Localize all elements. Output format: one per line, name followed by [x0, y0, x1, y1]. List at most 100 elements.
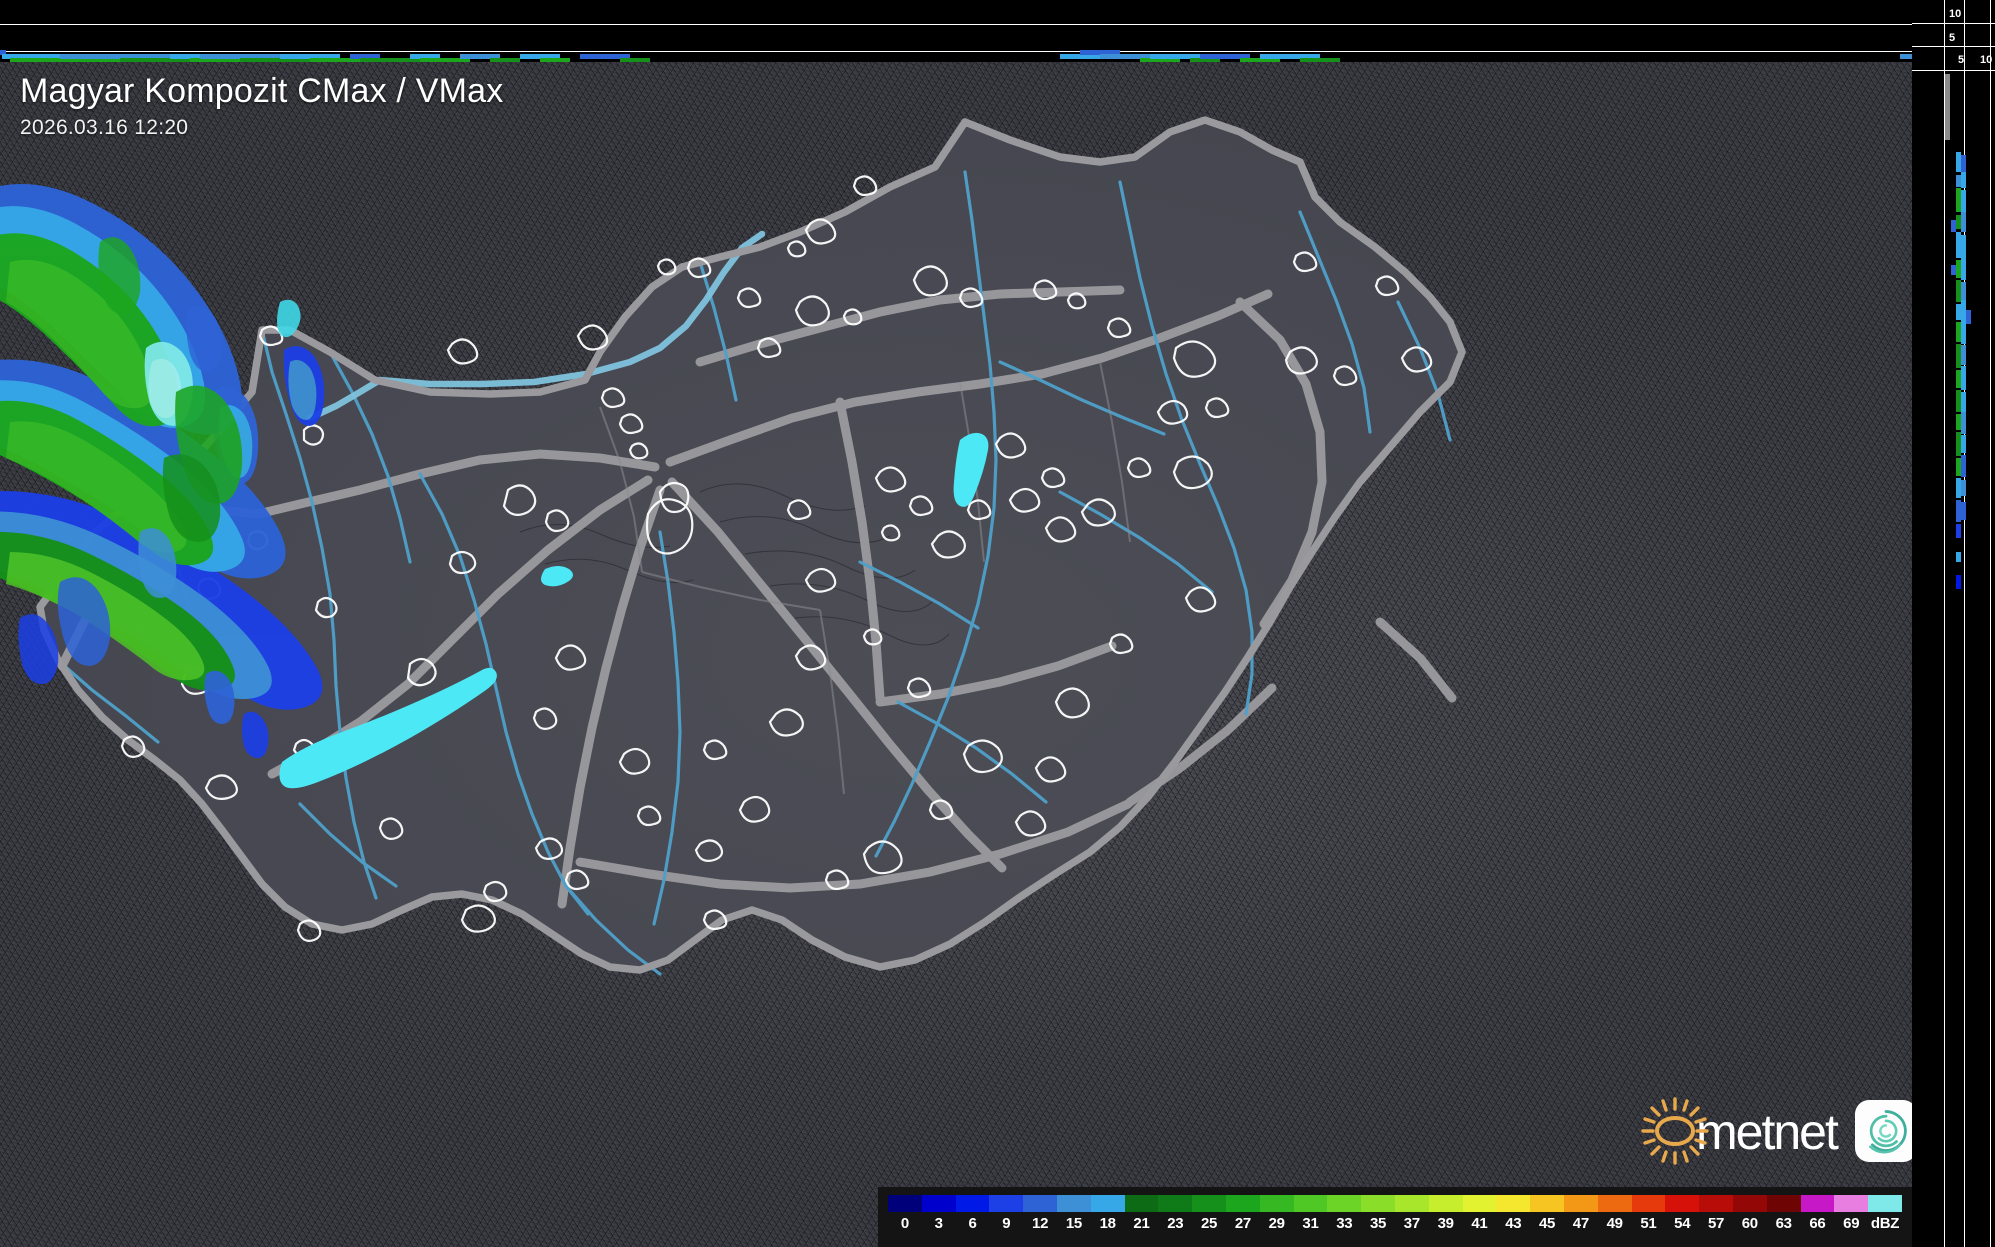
cross-section-echo-pixel: [360, 58, 420, 62]
vmax-echo-pixel: [1961, 300, 1966, 326]
lakes-layer: [277, 299, 989, 789]
legend-tick-18: 18: [1099, 1215, 1116, 1232]
cross-section-echo-pixel: [190, 58, 250, 62]
legend-tick-33: 33: [1336, 1215, 1353, 1232]
cross-section-gridline: [0, 51, 1995, 52]
vmax-echo-pixel: [1956, 575, 1961, 589]
legend-swatch-51: [1631, 1195, 1666, 1212]
legend-swatch-18: [1090, 1195, 1125, 1212]
legend-swatch-31: [1293, 1195, 1328, 1212]
vmax-echo-pixel: [1961, 235, 1966, 259]
vmax-echo-pixel: [1961, 345, 1966, 365]
vmax-vertical-cross-section-panel[interactable]: 10 5 5 10: [1912, 0, 1995, 1247]
cross-section-echo-pixel: [1260, 54, 1320, 59]
cross-section-gridline: [1990, 0, 1991, 1247]
cross-section-echo-pixel: [280, 54, 340, 59]
legend-tick-dBZ: dBZ: [1870, 1215, 1900, 1232]
timestamp-label: 2026.03.16 12:20: [20, 116, 189, 140]
legend-swatch-25: [1192, 1195, 1226, 1212]
vmax-echo-pixel: [1961, 212, 1966, 232]
legend-tick-57: 57: [1707, 1215, 1725, 1232]
vmax-echo-pixel: [1961, 258, 1966, 280]
page-title: Magyar Kompozit CMax / VMax: [20, 72, 504, 110]
cmax-horizontal-cross-section-panel[interactable]: [0, 0, 1995, 62]
cross-section-echo-pixel: [1300, 58, 1340, 62]
legend-tick-47: 47: [1572, 1215, 1589, 1232]
vmax-echo-pixel: [1956, 390, 1961, 412]
vmax-echo-pixel: [1961, 326, 1966, 344]
vmax-echo-pixel: [1956, 175, 1961, 187]
cross-section-echo-pixel: [2, 54, 62, 59]
legend-tick-45: 45: [1538, 1215, 1556, 1232]
vmax-echo-pixel: [1956, 370, 1961, 388]
legend-swatch-3: [921, 1195, 956, 1212]
cross-section-echo-pixel: [1190, 58, 1220, 62]
legend-swatch-33: [1327, 1195, 1362, 1212]
vmax-echo-pixel: [1956, 152, 1961, 172]
cross-section-echo-pixel: [490, 58, 520, 62]
vmax-echo-pixel: [1961, 282, 1966, 300]
cross-section-echo-pixel: [1060, 54, 1130, 59]
vmax-echo-pixel: [1956, 322, 1961, 342]
vmax-echo-pixel: [1956, 552, 1961, 562]
panel-scrollbar-thumb[interactable]: [1945, 74, 1950, 140]
legend-tick-31: 31: [1302, 1215, 1319, 1232]
vmax-axis-label-v-10: 10: [1949, 8, 1962, 20]
legend-swatch-41: [1462, 1195, 1497, 1212]
vmax-echo-pixel: [1956, 260, 1961, 278]
cross-section-echo-pixel: [200, 54, 280, 59]
vmax-echo-pixel: [1956, 304, 1961, 320]
legend-swatch-47: [1563, 1195, 1598, 1212]
cross-section-echo-pixel: [520, 54, 560, 59]
vmax-echo-pixel: [1956, 232, 1961, 258]
legend-tick-66: 66: [1809, 1215, 1826, 1232]
legend-tick-9: 9: [1002, 1215, 1011, 1232]
legend-tick-35: 35: [1370, 1215, 1387, 1232]
cross-section-echo-pixel: [420, 58, 470, 62]
legend-tick-labels: 0 3 6 9 12 15 18 21 23 25 27 29 31 33 35 37 39 41 43 45 47 49…: [888, 1215, 1902, 1232]
lake-tisza: [953, 432, 989, 507]
legend-swatch-60: [1732, 1195, 1767, 1212]
cross-section-baseline: [1912, 70, 1995, 71]
vmax-echo-pixel: [1961, 392, 1966, 412]
legend-swatch-0: [888, 1195, 922, 1212]
vmax-echo-pixel: [1961, 172, 1966, 188]
lake-velence: [541, 566, 573, 587]
county-borders: [599, 361, 1131, 795]
legend-swatch-39: [1428, 1195, 1463, 1212]
legend-swatch-45: [1530, 1195, 1564, 1212]
legend-swatch-43: [1496, 1195, 1531, 1212]
precipitation-echo-layer: [0, 184, 325, 758]
vmax-echo-pixel: [1961, 480, 1966, 496]
legend-swatch-66: [1800, 1195, 1835, 1212]
legend-color-bar: [888, 1195, 1902, 1212]
legend-swatch-21: [1124, 1195, 1159, 1212]
legend-swatch-9: [989, 1195, 1024, 1212]
metnet-spiral-app-icon[interactable]: [1854, 1100, 1917, 1162]
legend-swatch-12: [1023, 1195, 1057, 1212]
metnet-logo[interactable]: metnet: [1640, 1096, 1917, 1166]
legend-swatch-6: [955, 1195, 990, 1212]
dbz-color-scale-legend[interactable]: 0 3 6 9 12 15 18 21 23 25 27 29 31 33 35 37 39 41 43 45 47 49…: [878, 1187, 1912, 1247]
legend-tick-39: 39: [1437, 1215, 1454, 1232]
legend-tick-43: 43: [1505, 1215, 1522, 1232]
legend-tick-0: 0: [900, 1215, 909, 1232]
vmax-echo-pixel: [1961, 455, 1966, 477]
hungary-country-border: [36, 116, 1466, 974]
vmax-echo-pixel: [1956, 458, 1961, 476]
danube-river: [306, 230, 766, 422]
cross-section-axis-line: [1912, 46, 1995, 47]
cross-section-echo-pixel: [0, 50, 6, 55]
legend-tick-6: 6: [968, 1215, 977, 1232]
cross-section-echo-pixel: [120, 58, 190, 62]
legend-swatch-63: [1766, 1195, 1801, 1212]
legend-swatch-54: [1665, 1195, 1700, 1212]
cross-section-echo-pixel: [170, 54, 210, 59]
legend-swatch-37: [1394, 1195, 1429, 1212]
radar-map-canvas[interactable]: [0, 62, 1912, 1247]
legend-tick-23: 23: [1167, 1215, 1184, 1232]
vmax-echo-pixel: [1951, 220, 1956, 232]
cross-section-echo-pixel: [540, 58, 570, 62]
legend-tick-54: 54: [1674, 1215, 1691, 1232]
cross-section-echo-pixel: [240, 58, 340, 62]
